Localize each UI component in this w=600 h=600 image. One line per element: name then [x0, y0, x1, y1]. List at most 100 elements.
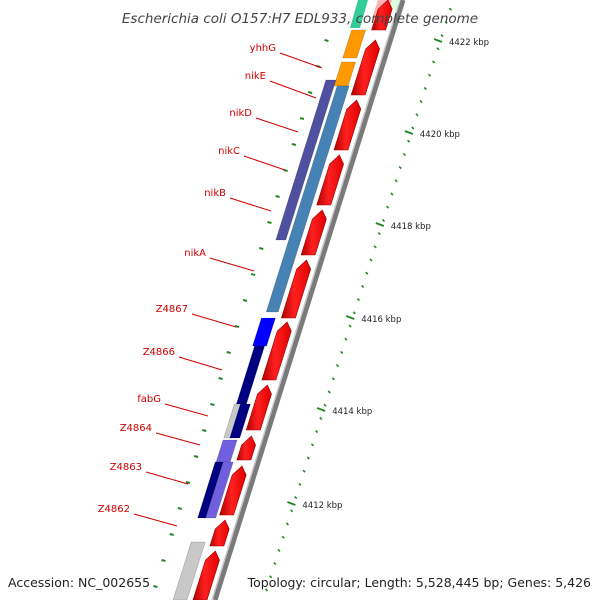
- forward-gene-arrow: [192, 550, 220, 600]
- minor-tick: [331, 377, 335, 381]
- minor-tick: [365, 271, 369, 275]
- minor-tick: [306, 456, 310, 460]
- label-leader-line: [269, 80, 317, 99]
- genome-backbone-highlight: [211, 0, 401, 600]
- inner-tick: [177, 507, 183, 510]
- major-tick: [375, 222, 385, 227]
- gene-label-nikA: nikA: [184, 248, 206, 259]
- minor-tick: [302, 469, 306, 473]
- minor-tick: [394, 179, 398, 183]
- minor-tick: [310, 443, 315, 447]
- minor-tick: [386, 205, 390, 209]
- gene-label-yhhG: yhhG: [250, 43, 276, 54]
- inner-tick: [185, 481, 191, 484]
- tick-label: 4420 kbp: [420, 130, 460, 140]
- forward-gene-arrow: [300, 209, 327, 256]
- inner-tick: [234, 325, 240, 328]
- minor-tick: [273, 562, 277, 566]
- minor-tick: [381, 218, 386, 222]
- inner-tick: [267, 221, 272, 224]
- gene-feature-gray: [172, 541, 206, 600]
- minor-tick: [402, 152, 406, 156]
- inner-tick: [275, 195, 280, 198]
- forward-gene-arrow: [236, 435, 256, 461]
- gene-label-nikE: nikE: [245, 71, 266, 82]
- gene-label-Z4863: Z4863: [110, 462, 142, 473]
- inner-tick: [202, 429, 207, 432]
- label-leader-line: [255, 117, 299, 133]
- reverse-strand-features: [172, 29, 367, 600]
- minor-tick: [315, 430, 319, 434]
- minor-tick: [427, 73, 432, 77]
- forward-gene-arrow: [350, 39, 380, 96]
- label-leader-line: [145, 471, 189, 485]
- inner-tick: [169, 533, 174, 536]
- inner-tick: [218, 377, 223, 380]
- map-title: Escherichia coli O157:H7 EDL933, complet…: [122, 11, 478, 27]
- gene-feature-Z4863-inner: [205, 461, 234, 519]
- minor-tick: [269, 575, 273, 579]
- minor-tick: [298, 482, 302, 486]
- forward-gene-arrow: [280, 259, 312, 319]
- inner-tick: [299, 117, 305, 120]
- inner-tick: [210, 403, 215, 406]
- gene-label-Z4864: Z4864: [120, 423, 152, 434]
- gene-label-Z4866: Z4866: [143, 347, 175, 358]
- gene-labels: yhhG nikE nikD nikC nikB nikA Z4867 Z4866 fabG Z4…: [98, 43, 323, 527]
- minor-tick: [344, 337, 348, 341]
- tick-label: 4412 kbp: [302, 501, 342, 511]
- minor-tick: [415, 113, 419, 117]
- minor-tick: [264, 588, 269, 592]
- minor-tick: [294, 496, 298, 500]
- minor-tick: [440, 34, 444, 38]
- tick-label: 4422 kbp: [449, 38, 489, 48]
- forward-gene-arrow: [261, 321, 292, 381]
- minor-tick: [390, 192, 394, 196]
- gene-label-Z4867: Z4867: [156, 304, 188, 315]
- gene-feature-nikA: [265, 85, 350, 313]
- minor-tick: [407, 139, 411, 143]
- minor-tick: [436, 47, 440, 51]
- minor-tick: [448, 7, 452, 11]
- gene-label-nikB: nikB: [204, 188, 226, 199]
- minor-tick: [444, 20, 448, 24]
- inner-tick: [259, 247, 264, 250]
- inner-tick: [193, 455, 199, 458]
- forward-gene-arrow: [316, 154, 344, 206]
- minor-tick: [281, 535, 285, 539]
- forward-strand-features: [192, 0, 393, 600]
- gene-feature-nikE: [333, 61, 357, 87]
- gene-label-Z4862: Z4862: [98, 504, 130, 515]
- gene-feature-Z4864: [215, 439, 238, 463]
- gene-label-nikD: nikD: [229, 108, 252, 119]
- minor-tick: [340, 350, 344, 354]
- gene-feature-Z4867: [252, 317, 276, 347]
- gene-label-nikC: nikC: [218, 146, 240, 157]
- label-leader-line: [191, 313, 237, 328]
- major-tick: [287, 501, 296, 506]
- minor-tick: [361, 284, 365, 288]
- minor-tick: [348, 324, 352, 328]
- major-tick: [404, 130, 414, 135]
- forward-gene-arrow: [219, 465, 247, 516]
- minor-tick: [290, 509, 294, 513]
- minor-tick: [411, 126, 415, 130]
- gene-feature-nikB-D: [275, 79, 337, 241]
- label-leader-line: [178, 356, 223, 371]
- gene-feature-yhhG: [342, 29, 367, 59]
- inner-tick: [250, 273, 256, 276]
- forward-gene-arrow: [333, 99, 362, 151]
- minor-tick: [285, 522, 289, 526]
- minor-tick: [377, 232, 381, 236]
- accession-text: Accession: NC_002655: [8, 575, 150, 590]
- inner-tick: [324, 39, 329, 42]
- major-tick: [316, 407, 326, 412]
- minor-tick: [319, 416, 323, 420]
- forward-gene-arrow: [245, 384, 272, 431]
- summary-text: Topology: circular; Length: 5,528,445 bp…: [247, 575, 591, 590]
- minor-tick: [398, 166, 402, 170]
- label-leader-line: [243, 155, 286, 171]
- top-cyan-feature: [350, 0, 368, 28]
